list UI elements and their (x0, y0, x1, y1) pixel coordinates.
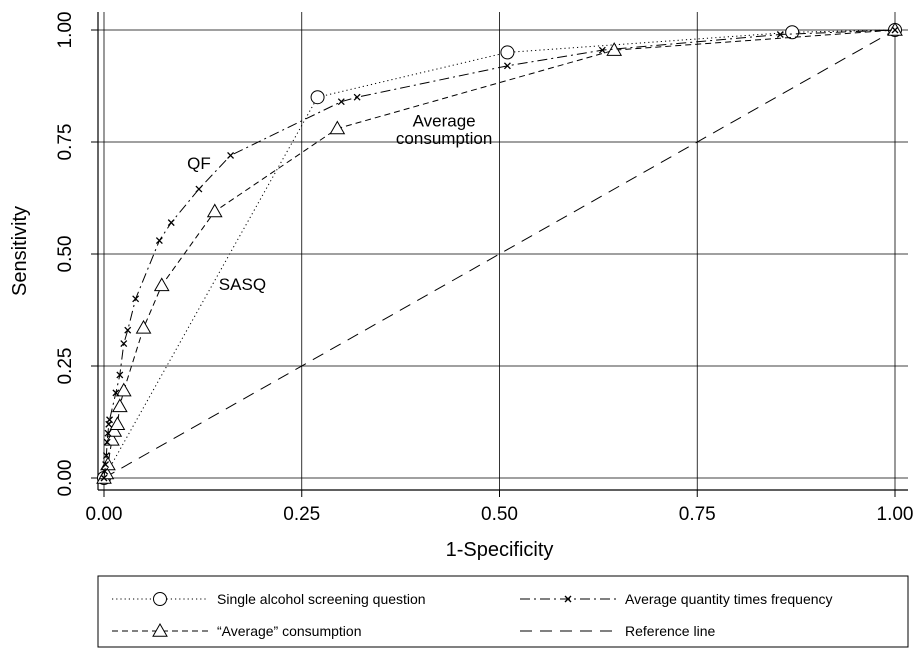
x-tick-label: 0.75 (679, 504, 716, 525)
plot-frame (97, 12, 908, 491)
data-point-qf (120, 340, 128, 348)
data-point-qf (227, 151, 235, 159)
data-point-avg (329, 120, 346, 135)
marker-stroke (891, 26, 899, 34)
data-point-avg (135, 319, 152, 334)
marker-stroke (104, 429, 112, 437)
data-point-avg (109, 416, 126, 430)
data-point-qf (102, 461, 110, 469)
marker-stroke (124, 326, 132, 334)
data-point-qf (337, 98, 345, 106)
marker-stroke (227, 151, 235, 159)
data-point-qf (101, 467, 109, 475)
legend-entry-sasq: Single alcohol screening question (112, 591, 426, 607)
annotation-label: QF (187, 154, 211, 173)
x-axis-label: 1-Specificity (446, 539, 554, 561)
legend-entry-avg: “Average” consumption (112, 622, 361, 639)
data-point-qf (112, 389, 120, 397)
marker-stroke (100, 474, 108, 482)
legend-label-avg: “Average” consumption (217, 623, 361, 639)
y-tick-label: 1.00 (55, 12, 76, 49)
legend-entry-ref: Reference line (520, 623, 715, 639)
data-point-avg (115, 382, 132, 397)
legend-marker-avg (152, 622, 168, 637)
data-point-avg (104, 431, 120, 446)
data-point-qf (155, 237, 163, 245)
series-group (96, 21, 903, 485)
marker-stroke (101, 467, 109, 475)
data-point-qf (100, 474, 108, 482)
data-point-sasq (785, 25, 800, 40)
grid-lines (98, 12, 908, 490)
data-point-qf (598, 46, 606, 54)
annotation-label: SASQ (219, 275, 266, 294)
y-tick-label: 0.25 (55, 348, 76, 385)
data-point-qf (106, 416, 113, 424)
data-point-qf (104, 429, 112, 437)
data-point-qf (102, 452, 110, 460)
y-tick-label: 0.50 (55, 236, 76, 273)
x-tick-label: 1.00 (877, 504, 914, 525)
series-line-avg (103, 29, 896, 479)
series-ref (103, 29, 896, 479)
data-point-sasq (500, 45, 515, 60)
data-point-qf (195, 185, 203, 193)
marker-stroke (155, 237, 163, 245)
series-line-ref (103, 29, 896, 479)
data-point-avg (153, 277, 170, 292)
marker-stroke (103, 438, 111, 446)
series-qf (100, 26, 899, 482)
axis-ticks: 0.00 0.25 0.50 0.75 1.00 0.00 0.25 0.50 0.75 1.00 (55, 12, 913, 525)
legend-box (97, 575, 909, 648)
data-point-qf (891, 26, 899, 34)
data-point-avg (206, 203, 223, 218)
marker-stroke (598, 46, 606, 54)
legend-entry-qf: Average quantity times frequency (520, 591, 833, 607)
marker-stroke (106, 416, 113, 424)
marker-stroke (112, 389, 120, 397)
marker-stroke (353, 93, 361, 101)
data-point-qf (116, 371, 124, 379)
marker-stroke (195, 185, 203, 193)
marker-stroke (337, 98, 345, 106)
y-tick-label: 0.00 (55, 460, 76, 497)
data-point-qf (124, 326, 132, 334)
data-point-qf (132, 295, 140, 303)
marker-stroke (120, 340, 128, 348)
marker-stroke (116, 371, 124, 379)
annotation-label: consumption (396, 129, 492, 148)
data-point-qf (353, 93, 361, 101)
marker-stroke (167, 219, 175, 227)
marker-stroke (776, 31, 784, 38)
legend-label-sasq: Single alcohol screening question (217, 591, 426, 607)
data-point-avg (111, 398, 128, 413)
x-tick-label: 0.00 (86, 504, 123, 525)
series-line-qf (103, 29, 896, 479)
y-tick-label: 0.75 (55, 124, 76, 161)
x-tick-label: 0.25 (283, 504, 320, 525)
data-point-avg (606, 42, 623, 56)
x-tick-label: 0.50 (481, 504, 518, 525)
legend: Single alcohol screening question Average… (97, 575, 909, 648)
annotation-label: Average (413, 111, 476, 130)
data-point-sasq (310, 90, 325, 105)
legend-marker-qf (564, 595, 572, 603)
y-axis-label: Sensitivity (9, 206, 31, 296)
data-point-qf (776, 31, 784, 38)
marker-stroke (105, 420, 113, 428)
data-point-qf (103, 438, 111, 446)
marker-stroke (132, 295, 140, 303)
legend-label-qf: Average quantity times frequency (625, 591, 833, 607)
legend-marker-sasq (153, 592, 167, 606)
marker-stroke (102, 452, 110, 460)
data-point-qf (167, 219, 175, 227)
marker-stroke (503, 62, 511, 70)
marker-stroke (102, 461, 110, 469)
data-point-qf (503, 62, 511, 70)
legend-label-ref: Reference line (625, 623, 715, 639)
marker-stroke (564, 595, 572, 603)
